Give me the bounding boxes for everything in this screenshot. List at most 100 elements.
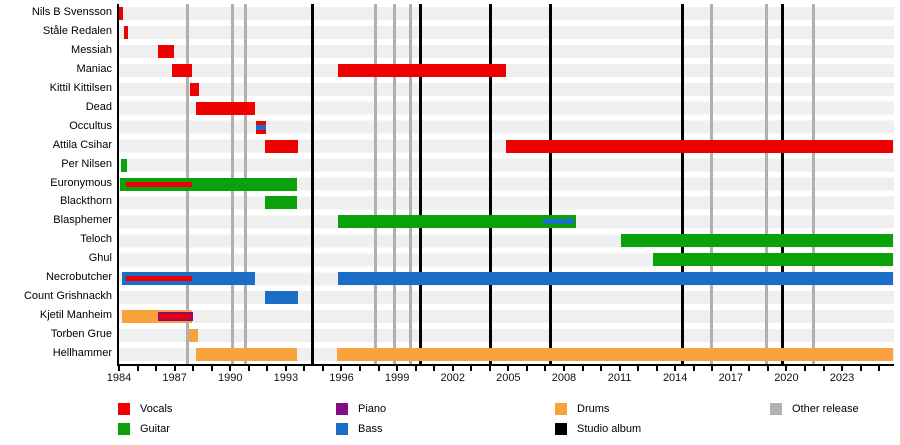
row-label-blackthorn: Blackthorn: [60, 195, 112, 208]
legend-label-other-release: Other release: [792, 402, 859, 415]
axis-tick: [803, 366, 806, 371]
row-label-attila-csihar: Attila Csihar: [52, 138, 112, 151]
axis-tick: [785, 366, 788, 371]
studio-album-swatch-icon: [555, 422, 567, 435]
axis-tick: [451, 366, 454, 371]
bar-attila-csihar-0: [264, 139, 299, 153]
axis-tick: [155, 366, 158, 371]
legend-item-guitar: Guitar: [118, 422, 172, 435]
axis-tick: [488, 366, 491, 371]
other-release-line: [374, 4, 378, 364]
axis-tick: [562, 366, 565, 371]
axis-tick: [118, 366, 120, 371]
axis-tick-label: 1999: [384, 372, 410, 384]
studio-album-line: [681, 4, 685, 364]
guitar-swatch-icon: [118, 422, 130, 435]
studio-album-line: [489, 4, 493, 364]
axis-tick: [711, 366, 714, 371]
axis-tick-label: 1993: [273, 372, 299, 384]
legend-item-vocals: Vocals: [118, 402, 172, 415]
axis-tick: [859, 366, 862, 371]
bar-kjetil-manheim-0: [121, 310, 194, 324]
row-label-count-grishnackh: Count Grishnackh: [23, 290, 112, 303]
studio-album-line: [781, 4, 785, 364]
stripe-occultus-bass: [256, 124, 267, 130]
bar-necrobutcher-0: [121, 272, 255, 286]
other-release-line: [393, 4, 397, 364]
axis-tick-label: 2005: [496, 372, 521, 384]
legend-column-3: Other release: [770, 402, 859, 415]
row-label-necrobutcher: Necrobutcher: [45, 271, 112, 284]
row-label-hellhammer: Hellhammer: [52, 347, 112, 360]
axis-tick: [766, 366, 769, 371]
legend-label-guitar: Guitar: [140, 422, 170, 435]
axis-tick-label: 2011: [607, 372, 632, 384]
other-release-swatch-icon: [770, 402, 782, 415]
axis-tick: [303, 366, 306, 371]
axis-tick-label: 1990: [217, 372, 243, 384]
stripe-kjetil-manheim-vocals: [159, 314, 192, 320]
row-label-nils-b-svensson: Nils B Svensson: [31, 5, 112, 18]
axis-tick: [525, 366, 528, 371]
bar-occultus-0: [256, 120, 267, 134]
axis-tick: [359, 366, 362, 371]
stripe-blasphemer-bass: [543, 219, 574, 225]
legend-label-drums: Drums: [577, 402, 610, 415]
axis-tick: [655, 366, 658, 371]
legend-column-0: Vocals Guitar: [118, 402, 172, 435]
axis-tick: [841, 366, 844, 371]
drums-swatch-icon: [555, 402, 567, 415]
other-release-line: [709, 4, 713, 364]
row-label-torben-grue: Torben Grue: [50, 328, 112, 341]
bass-swatch-icon: [336, 422, 348, 435]
axis-tick: [433, 366, 436, 371]
axis-tick: [284, 366, 287, 371]
axis-tick: [192, 366, 195, 371]
x-axis-line: [117, 364, 894, 366]
row-label-dead: Dead: [85, 100, 112, 113]
row-label-occultus: Occultus: [69, 119, 112, 132]
legend-label-piano: Piano: [358, 402, 387, 415]
axis-tick: [470, 366, 473, 371]
other-release-line: [811, 4, 815, 364]
row-label-teloch: Teloch: [80, 233, 112, 246]
bar-hellhammer-0: [195, 348, 297, 362]
axis-tick-label: 1984: [106, 372, 132, 384]
axis-tick: [210, 366, 213, 371]
bar-maniac-0: [172, 63, 193, 77]
bar-count-grishnackh-0: [264, 291, 299, 305]
axis-tick: [581, 366, 584, 371]
bar-dead-0: [196, 101, 255, 115]
studio-album-line: [419, 4, 423, 364]
legend-column-2: Drums Studio album: [555, 402, 641, 435]
row-label-kjetil-manheim: Kjetil Manheim: [39, 309, 112, 322]
axis-tick: [247, 366, 250, 371]
legend-item-other-release: Other release: [770, 402, 859, 415]
axis-tick: [748, 366, 751, 371]
piano-swatch-icon: [336, 402, 348, 415]
axis-tick-label: 2017: [718, 372, 744, 384]
row-label-kittil-kittilsen: Kittil Kittilsen: [49, 81, 112, 94]
bar-euronymous-0: [119, 177, 297, 191]
vocals-swatch-icon: [118, 402, 130, 415]
axis-tick-label: 1987: [162, 372, 187, 384]
legend-column-1: Piano Bass: [336, 402, 386, 435]
legend-label-studio-album: Studio album: [577, 422, 642, 435]
legend-label-bass: Bass: [358, 422, 383, 435]
axis-tick: [229, 366, 232, 371]
stripe-necrobutcher-vocals: [126, 276, 193, 282]
bar-st-le-redalen-0: [124, 25, 129, 39]
axis-tick: [396, 366, 399, 371]
row-label-maniac: Maniac: [76, 62, 112, 75]
studio-album-line: [549, 4, 553, 364]
bar-nils-b-svensson-0: [119, 6, 123, 20]
bar-ghul-0: [652, 253, 893, 267]
axis-tick: [340, 366, 343, 371]
axis-tick: [822, 366, 825, 371]
stripe-euronymous-vocals: [125, 181, 193, 187]
axis-tick: [321, 366, 324, 371]
axis-tick: [414, 366, 417, 371]
bar-teloch-0: [620, 234, 893, 248]
axis-tick: [266, 366, 269, 371]
